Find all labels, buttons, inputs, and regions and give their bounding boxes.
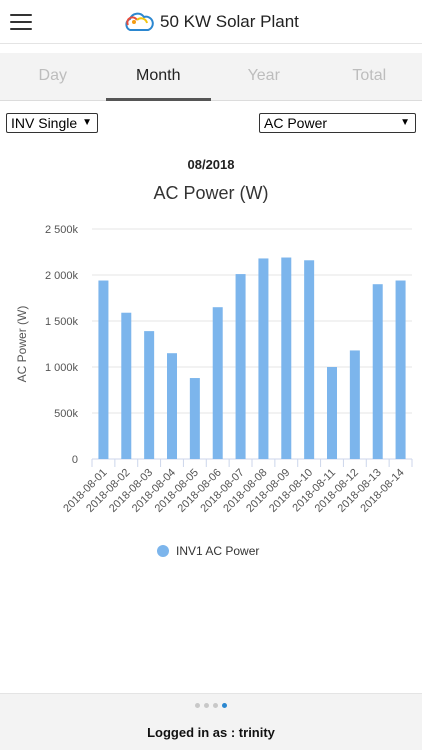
ac-power-chart: AC Power (W) 0 500k 1 000k 1 500k 2 000k 2 500… (15, 183, 413, 558)
period-label: 08/2018 (187, 157, 235, 172)
app-header: 50 KW Solar Plant (0, 0, 422, 44)
tab-month[interactable]: Month (105, 53, 212, 101)
y-tick-label: 1 500k (45, 316, 79, 328)
bar (167, 353, 177, 459)
cloud-logo-icon (125, 12, 154, 31)
period-tabs: Day Month Year Total (0, 53, 422, 101)
bar (327, 367, 337, 459)
bar (235, 274, 246, 459)
tab-total[interactable]: Total (352, 67, 387, 84)
app-title: 50 KW Solar Plant (160, 12, 299, 31)
legend-marker (157, 545, 169, 557)
chart-title: AC Power (W) (153, 183, 268, 203)
y-tick-label: 500k (54, 408, 78, 420)
logged-in-label: Logged in as : trinity (147, 725, 275, 740)
bar (212, 307, 223, 459)
page-dot[interactable] (213, 703, 218, 708)
y-tick-label: 2 500k (45, 224, 79, 236)
bar (304, 260, 315, 459)
page-dot[interactable] (204, 703, 209, 708)
bar (349, 350, 360, 459)
bar (144, 331, 155, 459)
bar (121, 312, 132, 459)
y-tick-label: 2 000k (45, 270, 79, 282)
bar (98, 280, 109, 459)
y-tick-label: 1 000k (45, 362, 79, 374)
page-indicator (0, 703, 422, 708)
dropdown-arrow-icon: ▼ (400, 117, 410, 128)
y-tick-label: 0 (72, 454, 78, 466)
metric-select[interactable]: AC Power ▼ (259, 113, 416, 133)
bar (189, 378, 200, 459)
y-axis-label: AC Power (W) (15, 306, 29, 383)
legend-label: INV1 AC Power (176, 544, 259, 558)
bar (281, 257, 292, 459)
page-dot[interactable] (222, 703, 227, 708)
inverter-select[interactable]: INV Single ▼ (6, 113, 98, 133)
menu-icon[interactable] (10, 14, 32, 30)
footer: Logged in as : trinity (0, 693, 422, 750)
metric-select-value: AC Power (264, 115, 328, 131)
inverter-select-value: INV Single (11, 115, 78, 131)
bar (372, 284, 383, 459)
brand: 50 KW Solar Plant (122, 10, 299, 34)
tab-year[interactable]: Year (247, 67, 280, 84)
bar (258, 258, 269, 459)
page-dot[interactable] (195, 703, 200, 708)
tab-day[interactable]: Day (38, 67, 67, 84)
bar (395, 280, 406, 459)
dropdown-arrow-icon: ▼ (82, 117, 92, 128)
